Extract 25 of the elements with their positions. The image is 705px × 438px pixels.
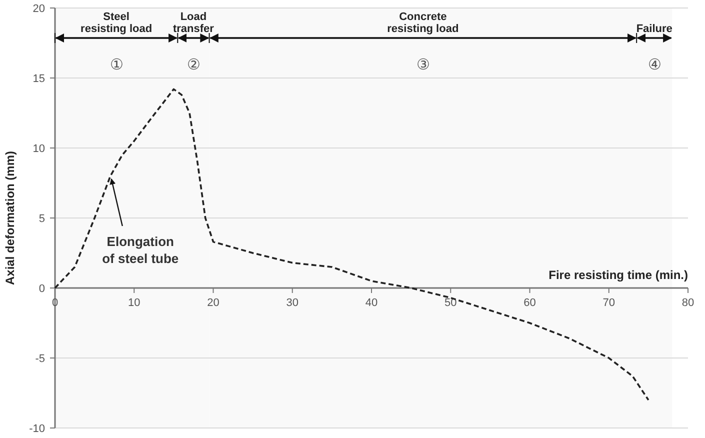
band-label: Load transfer [172, 11, 215, 35]
x-tick-label: 70 [602, 297, 615, 309]
y-tick-label: 20 [32, 2, 45, 15]
y-tick-label: -10 [29, 422, 45, 435]
band-label: Failure [636, 23, 672, 35]
annotation: ③ [416, 56, 430, 74]
x-tick-label: 80 [682, 297, 694, 309]
y-tick-label: 5 [38, 212, 45, 225]
y-tick-label: 10 [32, 142, 45, 155]
y-tick-label: 15 [32, 72, 45, 85]
x-tick-label: 30 [286, 297, 298, 309]
annotation: Elongation of steel tube [102, 234, 179, 266]
x-tick-label: 10 [128, 297, 140, 309]
annotation: ② [186, 56, 200, 74]
y-axis-title: Axial deformation (mm) [3, 150, 17, 286]
band-label: Steel resisting load [80, 11, 152, 35]
annotation: ④ [648, 56, 661, 74]
x-tick-label: 20 [207, 297, 220, 309]
band-label: Concrete resisting load [387, 11, 459, 35]
x-axis-title: Fire resisting time (min.) [548, 268, 688, 282]
x-tick-label: 40 [365, 297, 378, 309]
y-tick-label: -5 [35, 352, 45, 365]
x-tick-label: 60 [524, 297, 536, 309]
y-tick-label: 0 [38, 282, 45, 295]
annotation: ① [110, 56, 123, 74]
